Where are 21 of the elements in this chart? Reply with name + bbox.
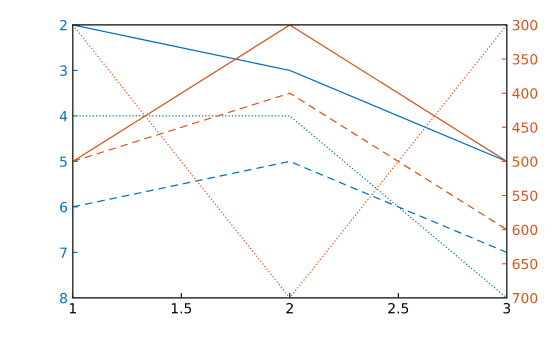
y2-tick-label: 500 (512, 156, 538, 167)
y2-tick-label: 650 (512, 258, 538, 270)
y2-tick-label: 300 (512, 20, 538, 30)
x-tick-label: 2 (286, 303, 293, 314)
y2-tick-label: 350 (512, 54, 538, 65)
y-tick-label: 2 (60, 20, 67, 30)
y-tick-label: 6 (60, 202, 68, 212)
x-tick-label: 3 (503, 303, 510, 314)
y2-tick-label: 700 (512, 292, 538, 304)
y-tick-label: 4 (60, 111, 68, 122)
y2-tick-label: 600 (512, 224, 538, 236)
y-tick-label: 5 (60, 156, 67, 167)
x-tick-label: 1 (70, 303, 76, 314)
y-tick-label: 3 (60, 65, 67, 76)
y2-tick-label: 550 (512, 190, 538, 202)
y2-tick-label: 400 (512, 88, 538, 99)
x-tick-label: 1.5 (172, 303, 192, 314)
x-tick-label: 2.5 (388, 303, 408, 314)
y-tick-label: 8 (60, 292, 67, 304)
y2-tick-label: 450 (512, 122, 538, 133)
y-tick-label: 7 (60, 248, 67, 258)
